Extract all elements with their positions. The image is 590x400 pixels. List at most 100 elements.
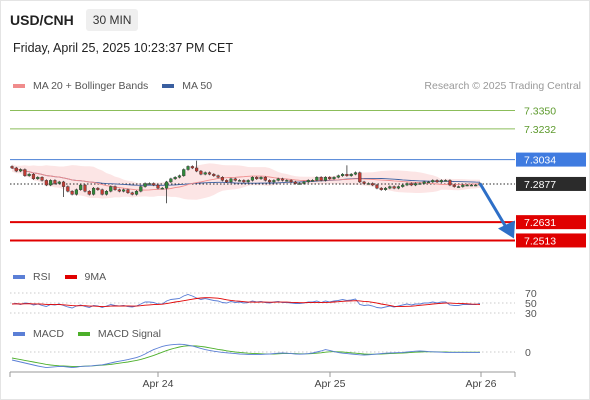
- candle-body: [109, 186, 113, 192]
- legend-signal-label: MACD Signal: [97, 328, 161, 340]
- rsi-tick-50: 50: [525, 298, 537, 310]
- candle-body: [177, 175, 182, 178]
- candle-body: [435, 180, 439, 183]
- candle-body: [375, 184, 379, 189]
- candle-body: [186, 166, 190, 170]
- macd-legend: MACD MACD Signal: [13, 328, 175, 340]
- candle-body: [169, 178, 173, 183]
- candle-body: [139, 186, 143, 192]
- rsi-legend: RSI 9MA: [13, 271, 120, 283]
- legend-ma20-label: MA 20 + Bollinger Bands: [33, 80, 149, 92]
- candle-body: [61, 181, 66, 187]
- level-label-7.2513: 7.2513: [524, 235, 556, 247]
- candle-body: [263, 177, 267, 181]
- macd-tick-0: 0: [525, 347, 531, 359]
- legend-rsi: RSI: [13, 271, 51, 283]
- level-tag-7.2513: [516, 233, 586, 248]
- candle-body: [255, 177, 259, 180]
- rsi-line: [11, 294, 481, 309]
- legend-ma50: MA 50: [162, 80, 212, 92]
- candle-body: [83, 184, 87, 192]
- level-label-7.2631: 7.2631: [524, 217, 556, 229]
- candle-body: [259, 177, 263, 180]
- rsi-swatch: [13, 275, 25, 279]
- candle-body: [332, 177, 336, 180]
- legend-rsi-label: RSI: [33, 271, 51, 283]
- signal-swatch: [77, 332, 90, 336]
- x-tick-label: Apr 24: [143, 378, 174, 390]
- candle-body: [362, 181, 366, 184]
- candle-body: [225, 180, 229, 183]
- candle-body: [298, 183, 302, 185]
- candle-body: [456, 186, 461, 188]
- candle-body: [280, 178, 285, 181]
- macd-line: [11, 343, 480, 369]
- candle-body: [233, 178, 237, 181]
- candle-body: [74, 189, 78, 195]
- candle-body: [79, 184, 83, 190]
- candle-body: [49, 180, 53, 186]
- candle-body: [147, 183, 151, 185]
- candle-body: [36, 177, 40, 180]
- x-tick-label: Apr 26: [466, 378, 497, 390]
- candle-body: [130, 192, 134, 195]
- candle-body: [418, 183, 422, 185]
- candle-body: [207, 172, 212, 175]
- candle-body: [134, 191, 139, 195]
- candle-body: [268, 180, 272, 183]
- candle-body: [345, 173, 349, 176]
- chart-header: USD/CNH 30 MIN: [10, 8, 139, 32]
- candle-body: [448, 180, 452, 186]
- candle-body: [272, 180, 276, 183]
- candle-body: [156, 184, 160, 189]
- level-label-7.3350: 7.3350: [524, 106, 556, 118]
- ma9-swatch: [64, 275, 77, 279]
- candle-body: [246, 180, 250, 183]
- candle-body: [461, 184, 465, 187]
- bollinger-band: [12, 163, 480, 200]
- candle-body: [439, 180, 443, 183]
- candle-body: [195, 167, 199, 172]
- candle-body: [40, 177, 44, 181]
- candle-body: [276, 178, 280, 181]
- level-label-7.3232: 7.3232: [524, 124, 556, 136]
- legend-signal: MACD Signal: [77, 328, 161, 340]
- candle-body: [323, 177, 328, 181]
- candle-body: [349, 173, 353, 176]
- candle-body: [91, 187, 96, 195]
- candle-body: [422, 181, 426, 184]
- candle-body: [341, 173, 345, 176]
- candle-body: [366, 183, 370, 185]
- candle-body: [379, 187, 383, 190]
- forecast-arrow-head: [498, 220, 515, 239]
- rsi-9ma-line: [11, 297, 481, 308]
- forecast-arrow-line: [478, 182, 510, 232]
- price-legend: MA 20 + Bollinger Bands MA 50: [13, 80, 226, 92]
- candle-body: [44, 180, 48, 186]
- candle-body: [19, 169, 23, 172]
- ma20-swatch: [13, 84, 25, 88]
- candle-body: [113, 186, 117, 190]
- level-tag-7.2877: [516, 176, 586, 191]
- candle-body: [401, 184, 405, 187]
- level-tag-7.2631: [516, 215, 586, 230]
- candle-body: [431, 180, 435, 183]
- candle-body: [358, 172, 362, 183]
- candle-body: [242, 180, 246, 183]
- candle-body: [465, 184, 469, 187]
- candle-body: [289, 180, 293, 183]
- credit-text: Research © 2025 Trading Central: [424, 80, 581, 92]
- candle-body: [414, 183, 418, 186]
- candle-body: [23, 169, 27, 176]
- candle-body: [371, 183, 375, 186]
- candle-body: [212, 173, 216, 176]
- macd-swatch: [13, 332, 25, 336]
- candle-body: [10, 166, 14, 169]
- timeframe-button[interactable]: 30 MIN: [85, 9, 139, 31]
- level-label-7.2877: 7.2877: [524, 179, 556, 191]
- ma20-line: [11, 167, 481, 191]
- candle-body: [164, 181, 169, 189]
- candle-body: [173, 177, 177, 180]
- legend-ma50-label: MA 50: [182, 80, 213, 92]
